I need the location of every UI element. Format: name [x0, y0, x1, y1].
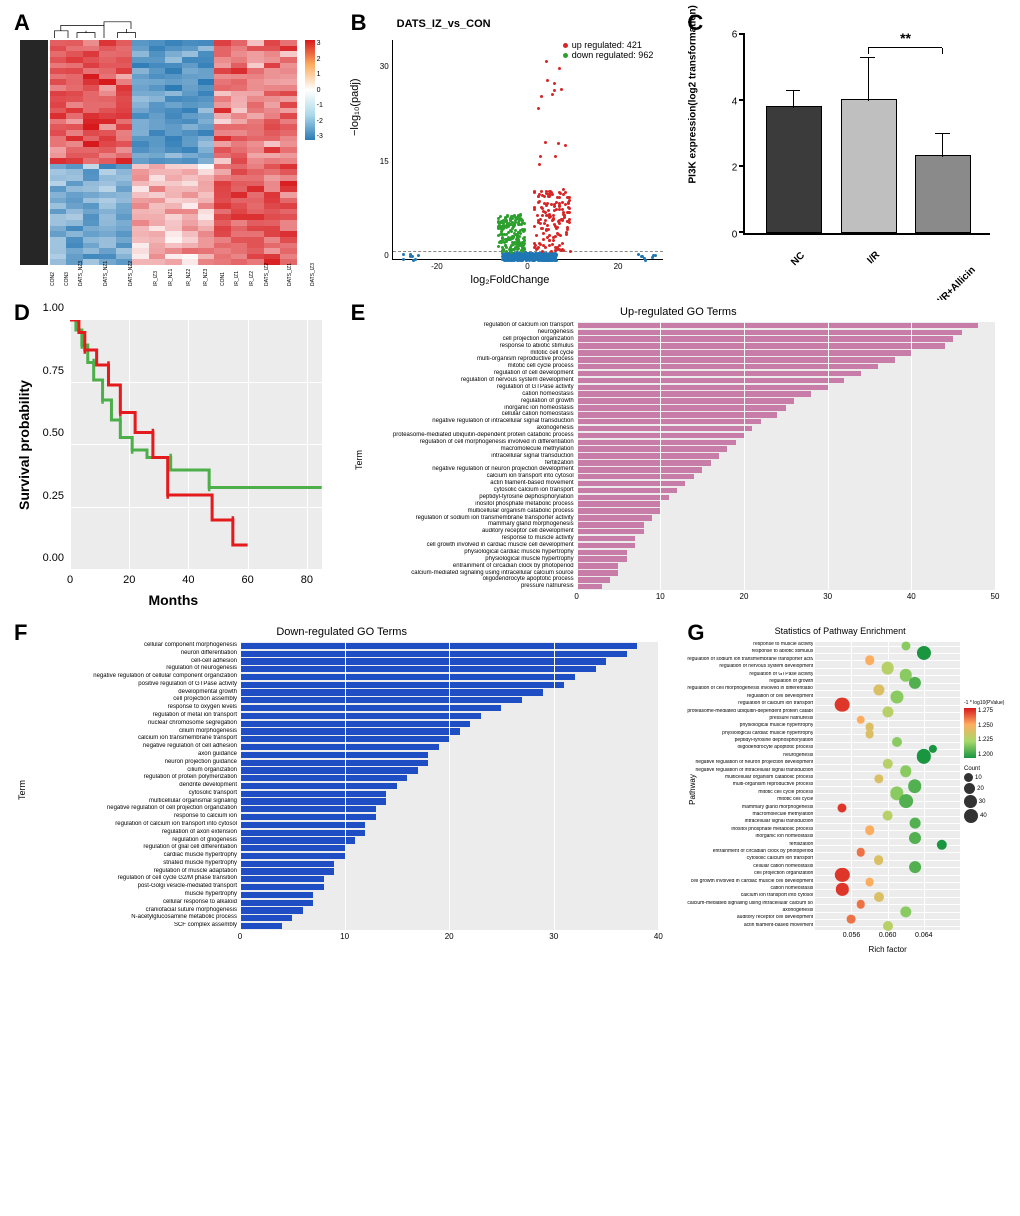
barC-yticks: 0246: [697, 35, 741, 235]
panel-d-label: D: [14, 300, 30, 326]
pvalue-legend-label: -1 * log10(PValue): [964, 700, 1008, 706]
volcano-yticks: 01530: [377, 40, 391, 260]
goE-xaxis: 01020304050: [577, 592, 995, 604]
surv-yticks: 0.000.250.500.751.00: [40, 320, 68, 570]
panel-c-label: C: [687, 10, 703, 36]
volcano-plot: [392, 40, 664, 260]
heatmap-colorbar: 3210-1-2-3: [305, 40, 331, 140]
panel-a-label: A: [14, 10, 30, 36]
panel-b: B DATS_IZ_vs_CON −log₁₀(padj) log₂FoldCh…: [347, 10, 674, 290]
panel-f-label: F: [14, 620, 27, 646]
goE-title: Up-regulated GO Terms: [620, 306, 737, 318]
panel-c: C PI3K expression(log2 transformation) 0…: [683, 10, 1010, 290]
bubble-plot: [815, 642, 960, 930]
surv-plot: [70, 320, 322, 570]
figure-grid: A 3210-1-2-3 CON2CON3DATS_NZ3DATS_NZ1DAT…: [10, 10, 1010, 950]
panel-e-label: E: [351, 300, 366, 326]
goE-plot: [577, 322, 995, 590]
goF-labels: cellular component morphogenesis neuron …: [25, 642, 237, 930]
panel-g-label: G: [687, 620, 704, 646]
heatmap-x-labels: CON2CON3DATS_NZ3DATS_NZ1DATS_NZ2IR_IZ3IR…: [50, 266, 297, 290]
volcano-ylabel: −log₁₀(padj): [349, 78, 361, 136]
dendrogram-top: [50, 20, 140, 38]
panel-a: A 3210-1-2-3 CON2CON3DATS_NZ3DATS_NZ1DAT…: [10, 10, 337, 290]
bubble-labels: response to muscle activity response to …: [687, 642, 813, 930]
surv-ylabel: Survival probability: [16, 380, 32, 510]
volcano-legend: up regulated: 421 down regulated: 962: [563, 40, 654, 60]
heatmap-body: [50, 40, 297, 265]
volcano-xlabel: log₂FoldChange: [471, 274, 550, 286]
bubble-xaxis: Rich factor 0.0560.0600.064: [815, 932, 960, 944]
panel-f: F Down-regulated GO Terms Term cellular …: [10, 620, 673, 950]
bubble-title: Statistics of Pathway Enrichment: [775, 626, 906, 636]
panel-b-label: B: [351, 10, 367, 36]
volcano-xticks: -20020: [392, 262, 664, 272]
panel-d: D Survival probability Months 0.000.250.…: [10, 300, 337, 610]
goF-xaxis: 010203040: [240, 932, 658, 944]
barC-plot: **: [743, 35, 990, 235]
bubble-xlabel: Rich factor: [869, 945, 907, 954]
goF-plot: [240, 642, 658, 930]
barC-xlabels: NCI/RI/R+Allicin: [743, 238, 990, 290]
surv-xticks: 020406080: [70, 574, 322, 588]
legend-down: down regulated: 962: [572, 50, 654, 60]
goE-labels: regulation of calcium ion transport neur…: [362, 322, 574, 590]
goF-title: Down-regulated GO Terms: [276, 626, 407, 638]
panel-e: E Up-regulated GO Terms Term regulation …: [347, 300, 1010, 610]
legend-up: up regulated: 421: [572, 40, 642, 50]
bubble-legend: -1 * log10(PValue) 1.2751.2501.2251.200 …: [964, 700, 1008, 824]
surv-xlabel: Months: [148, 592, 198, 608]
dendrogram-left: [20, 40, 48, 265]
panel-g: G Statistics of Pathway Enrichment Pathw…: [683, 620, 1010, 950]
volcano-title: DATS_IZ_vs_CON: [397, 18, 491, 30]
